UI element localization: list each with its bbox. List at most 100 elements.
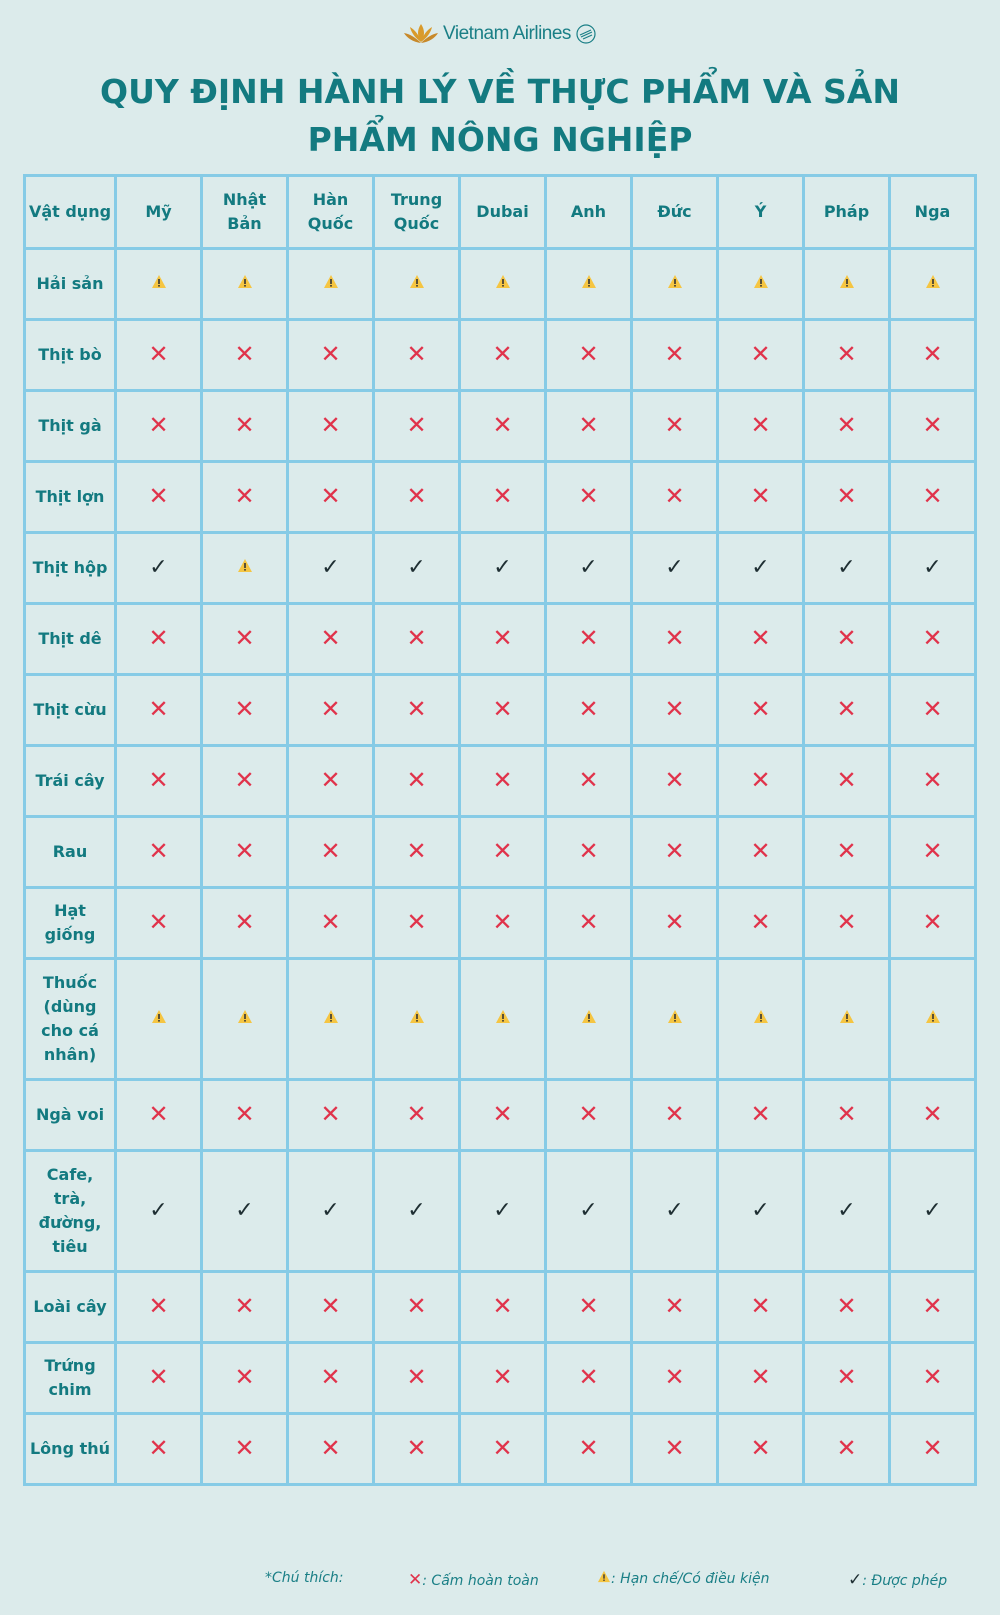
x-icon: ✕ xyxy=(148,1099,169,1128)
rule-cell: ✕ xyxy=(544,673,633,747)
rule-cell: ✓ xyxy=(630,531,719,605)
rule-cell: ✕ xyxy=(630,1078,719,1152)
x-icon: ✕ xyxy=(234,481,255,510)
rule-cell: ✕ xyxy=(286,1270,375,1344)
rule-cell: ✕ xyxy=(200,744,289,818)
rule-cell: ✕ xyxy=(200,886,289,960)
rule-cell xyxy=(630,957,719,1081)
rule-cell: ✓ xyxy=(716,531,805,605)
warning-icon xyxy=(237,272,253,296)
rule-cell: ✓ xyxy=(802,531,891,605)
rule-cell: ✕ xyxy=(716,318,805,392)
x-icon: ✕ xyxy=(750,694,771,723)
table-row: Lông thú ✕ ✕ ✕ ✕ ✕ ✕ ✕ ✕ ✕ ✕ xyxy=(23,1412,977,1486)
warning-icon xyxy=(495,272,511,296)
x-icon: ✕ xyxy=(922,907,943,936)
rule-cell: ✕ xyxy=(458,815,547,889)
rule-cell: ✕ xyxy=(200,318,289,392)
x-icon: ✕ xyxy=(234,694,255,723)
x-icon: ✕ xyxy=(492,1362,513,1391)
check-icon: ✓ xyxy=(407,1197,426,1223)
warning-icon xyxy=(237,1007,253,1031)
rule-cell: ✕ xyxy=(888,389,977,463)
rule-cell: ✕ xyxy=(372,389,461,463)
warning-icon xyxy=(495,1007,511,1031)
x-icon: ✕ xyxy=(750,907,771,936)
x-icon: ✕ xyxy=(234,765,255,794)
x-icon: ✕ xyxy=(320,694,341,723)
x-icon: ✕ xyxy=(578,1433,599,1462)
x-icon: ✕ xyxy=(320,410,341,439)
rule-cell: ✓ xyxy=(544,531,633,605)
rule-cell: ✕ xyxy=(286,1078,375,1152)
warning-icon xyxy=(667,272,683,296)
x-icon: ✕ xyxy=(836,1433,857,1462)
rule-cell: ✕ xyxy=(802,389,891,463)
x-icon: ✕ xyxy=(664,1362,685,1391)
warning-icon xyxy=(667,1007,683,1031)
rule-cell: ✕ xyxy=(802,1078,891,1152)
x-icon: ✕ xyxy=(148,410,169,439)
x-icon: ✕ xyxy=(664,694,685,723)
x-icon: ✕ xyxy=(492,1433,513,1462)
column-header-country: Trung Quốc xyxy=(372,174,461,250)
x-icon: ✕ xyxy=(836,1291,857,1320)
rule-cell xyxy=(544,957,633,1081)
warning-icon xyxy=(581,272,597,296)
rule-cell xyxy=(888,957,977,1081)
rule-cell: ✕ xyxy=(458,1341,547,1415)
rule-cell: ✕ xyxy=(888,815,977,889)
column-header-country: Pháp xyxy=(802,174,891,250)
rule-cell xyxy=(200,531,289,605)
warning-icon xyxy=(753,272,769,296)
rule-cell: ✕ xyxy=(544,389,633,463)
rule-cell: ✕ xyxy=(716,886,805,960)
x-icon: ✕ xyxy=(922,410,943,439)
warning-icon xyxy=(753,1007,769,1031)
x-icon: ✕ xyxy=(578,836,599,865)
x-icon: ✕ xyxy=(578,339,599,368)
rule-cell: ✕ xyxy=(802,744,891,818)
rule-cell xyxy=(630,247,719,321)
table-row: Trái cây ✕ ✕ ✕ ✕ ✕ ✕ ✕ ✕ ✕ ✕ xyxy=(23,744,977,818)
x-icon: ✕ xyxy=(234,907,255,936)
x-icon: ✕ xyxy=(148,481,169,510)
row-item-label: Trái cây xyxy=(23,744,117,818)
rule-cell: ✕ xyxy=(630,1412,719,1486)
x-icon: ✕ xyxy=(664,836,685,865)
warning-icon xyxy=(597,1570,611,1583)
rule-cell: ✕ xyxy=(286,886,375,960)
warning-icon xyxy=(151,1007,167,1031)
rule-cell: ✕ xyxy=(372,1270,461,1344)
rule-cell: ✕ xyxy=(200,1078,289,1152)
x-icon: ✕ xyxy=(234,836,255,865)
check-icon: ✓ xyxy=(923,1197,942,1223)
x-icon: ✕ xyxy=(234,1433,255,1462)
rule-cell xyxy=(544,247,633,321)
rule-cell: ✕ xyxy=(802,460,891,534)
rule-cell: ✕ xyxy=(802,886,891,960)
row-item-label: Thịt lợn xyxy=(23,460,117,534)
x-icon: ✕ xyxy=(148,765,169,794)
rule-cell: ✕ xyxy=(372,1078,461,1152)
rule-cell: ✕ xyxy=(114,886,203,960)
check-icon: ✓ xyxy=(837,1197,856,1223)
x-icon: ✕ xyxy=(492,481,513,510)
rule-cell xyxy=(200,247,289,321)
vietnam-airlines-logo: Vietnam Airlines xyxy=(0,22,1000,46)
x-icon: ✕ xyxy=(492,836,513,865)
rule-cell: ✓ xyxy=(458,1149,547,1273)
table-row: Loài cây ✕ ✕ ✕ ✕ ✕ ✕ ✕ ✕ ✕ ✕ xyxy=(23,1270,977,1344)
warning-icon xyxy=(839,272,855,296)
x-icon: ✕ xyxy=(320,1362,341,1391)
table-row: Thịt dê ✕ ✕ ✕ ✕ ✕ ✕ ✕ ✕ ✕ ✕ xyxy=(23,602,977,676)
rule-cell: ✕ xyxy=(200,1412,289,1486)
x-icon: ✕ xyxy=(492,1291,513,1320)
row-item-label: Hải sản xyxy=(23,247,117,321)
rule-cell: ✕ xyxy=(114,602,203,676)
column-header-country: Anh xyxy=(544,174,633,250)
warning-icon xyxy=(237,556,253,580)
x-icon: ✕ xyxy=(492,339,513,368)
rule-cell: ✕ xyxy=(114,673,203,747)
x-icon: ✕ xyxy=(836,481,857,510)
